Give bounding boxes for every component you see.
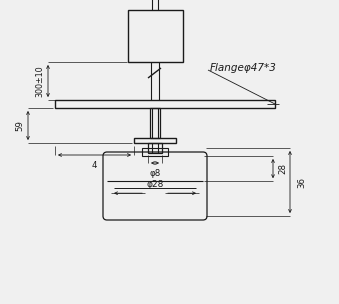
Bar xyxy=(55,100,275,108)
Text: φ8: φ8 xyxy=(149,169,161,178)
Bar xyxy=(134,138,176,143)
Bar xyxy=(150,108,160,138)
Bar xyxy=(142,148,168,156)
Text: 36: 36 xyxy=(297,177,306,188)
Text: Flangeφ47*3: Flangeφ47*3 xyxy=(210,63,277,73)
Text: φ28: φ28 xyxy=(146,180,164,189)
Text: 59: 59 xyxy=(15,120,24,131)
Text: 4: 4 xyxy=(92,161,97,170)
Bar xyxy=(148,143,162,153)
Bar xyxy=(127,10,182,62)
Text: 28: 28 xyxy=(278,163,287,174)
Text: 300±10: 300±10 xyxy=(35,65,44,97)
